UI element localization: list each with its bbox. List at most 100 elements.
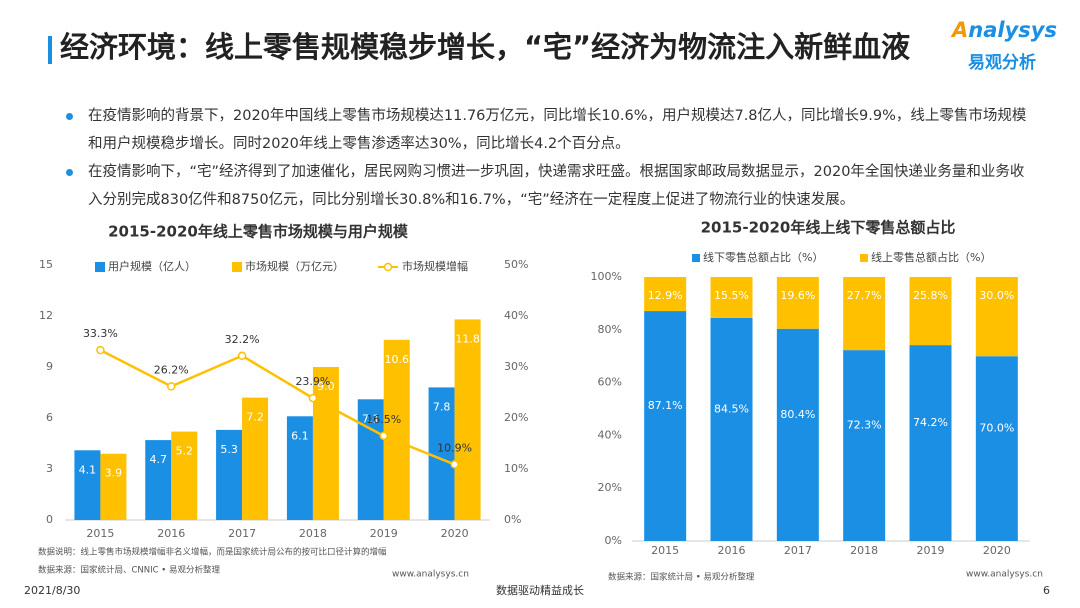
y2-tick-label: 10%	[504, 462, 528, 475]
bar	[428, 387, 455, 520]
data-label: 32.2%	[225, 333, 260, 346]
legend-label: 市场规模增幅	[402, 259, 468, 273]
line-point	[308, 393, 318, 403]
y2-tick-label: 50%	[504, 258, 528, 271]
bar-segment	[975, 277, 1018, 357]
line-point	[450, 460, 459, 469]
data-label: 23.9%	[295, 375, 330, 388]
data-label: 5.2	[176, 445, 194, 458]
y-tick-label: 80%	[598, 323, 622, 336]
data-label: 6.1	[291, 429, 309, 442]
legend-label: 线下零售总额占比（%）	[703, 250, 823, 264]
bar-segment	[909, 277, 952, 346]
data-label: 27.7%	[847, 289, 882, 302]
footer-date: 2021/8/30	[24, 584, 80, 597]
x-tick-label: 2018	[850, 544, 878, 557]
title-bar	[48, 36, 52, 64]
data-label: 4.1	[79, 463, 97, 476]
y2-tick-label: 40%	[504, 309, 528, 322]
legend-swatch	[860, 254, 868, 262]
page-number: 6	[1043, 584, 1050, 597]
x-tick-label: 2020	[983, 544, 1011, 557]
bar-segment	[710, 317, 753, 541]
x-tick-label: 2019	[370, 527, 398, 540]
bar	[383, 339, 410, 520]
website: www.analysys.cn	[392, 570, 469, 580]
data-label: 25.8%	[913, 289, 948, 302]
data-label: 7.2	[246, 411, 264, 424]
slide-title: 经济环境：线上零售规模稳步增长，“宅”经济为物流注入新鲜血液	[60, 30, 911, 64]
x-tick-label: 2018	[299, 527, 327, 540]
data-label: 16.5%	[366, 413, 401, 426]
legend-label: 市场规模（万亿元）	[245, 259, 344, 273]
source: 数据来源：国家统计局、CNNIC • 易观分析整理	[38, 565, 221, 576]
bar-segment	[776, 277, 819, 329]
y-tick-label: 0%	[605, 534, 622, 547]
logo-mark: nalysys	[968, 18, 1057, 42]
bar	[312, 367, 339, 520]
y-tick-label: 40%	[598, 428, 622, 441]
data-label: 26.2%	[154, 363, 189, 376]
line	[99, 349, 456, 466]
data-label: 80.4%	[780, 408, 815, 421]
bar-segment	[644, 277, 687, 312]
bar-segment	[644, 311, 687, 541]
legend-label: 用户规模（亿人）	[108, 259, 196, 273]
x-tick-label: 2017	[784, 544, 812, 557]
data-label: 9.0	[317, 380, 335, 393]
bar-segment	[909, 345, 952, 541]
line-point	[96, 345, 105, 355]
data-label: 15.5%	[714, 289, 749, 302]
bar-segment	[843, 350, 886, 541]
bullet: 在疫情影响下，“宅”经济得到了加速催化，居民网购习惯进一步巩固，快递需求旺盛。根…	[88, 164, 1025, 208]
data-label: 12.9%	[648, 289, 683, 302]
website: www.analysys.cn	[966, 570, 1043, 580]
data-label: 87.1%	[648, 399, 683, 412]
x-tick-label: 2015	[86, 527, 114, 540]
legend-marker	[383, 262, 393, 272]
y-tick-label: 12	[39, 309, 53, 322]
bullet: 在疫情影响的背景下，2020年中国线上零售市场规模达11.76万亿元，同比增长1…	[88, 108, 1027, 152]
footer-slogan: 数据驱动精益成长	[496, 583, 584, 597]
y-tick-label: 9	[46, 360, 53, 373]
bar-segment	[975, 356, 1018, 541]
logo-text: 易观分析	[968, 53, 1036, 73]
y-tick-label: 15	[39, 258, 53, 271]
bar	[171, 431, 198, 520]
bar-segment	[776, 328, 819, 541]
x-tick-label: 2016	[718, 544, 746, 557]
y-tick-label: 20%	[598, 481, 622, 494]
bar	[216, 429, 243, 520]
line-point	[237, 351, 247, 361]
data-label: 10.9%	[437, 441, 472, 454]
data-label: 5.3	[220, 443, 238, 456]
y2-tick-label: 30%	[504, 360, 528, 373]
logo: Analysys	[952, 18, 1057, 42]
data-label: 33.3%	[83, 327, 118, 340]
data-label: 70.0%	[979, 422, 1014, 435]
legend-swatch	[692, 254, 700, 262]
line-point	[379, 431, 388, 441]
line-point	[167, 382, 176, 391]
data-label: 30.0%	[979, 289, 1014, 302]
data-label: 4.7	[150, 453, 168, 466]
bar	[242, 397, 269, 520]
x-tick-label: 2017	[228, 527, 256, 540]
data-label: 11.8	[455, 332, 480, 345]
chart-title: 2015-2020年线上零售市场规模与用户规模	[108, 223, 409, 241]
data-label: 7.8	[433, 400, 451, 413]
chart-title: 2015-2020年线上线下零售总额占比	[701, 219, 956, 237]
legend-swatch	[232, 262, 242, 272]
data-label: 74.2%	[913, 416, 948, 429]
bar	[357, 399, 384, 520]
legend-swatch	[95, 262, 105, 272]
data-label: 3.9	[105, 467, 123, 480]
bar	[74, 450, 101, 520]
x-tick-label: 2016	[157, 527, 185, 540]
source: 数据来源：国家统计局 • 易观分析整理	[608, 572, 755, 583]
x-tick-label: 2020	[441, 527, 469, 540]
data-label: 10.6	[385, 353, 410, 366]
bar	[145, 440, 172, 520]
